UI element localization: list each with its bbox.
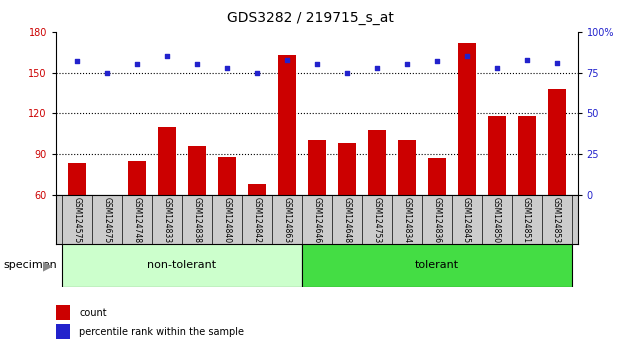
Point [522,57,532,62]
Text: GSM124850: GSM124850 [492,197,501,243]
Text: GSM124648: GSM124648 [342,197,351,243]
Text: count: count [79,308,107,318]
Point [551,60,561,65]
Text: GSM124840: GSM124840 [222,197,231,243]
Bar [218,157,236,276]
Point [432,58,442,64]
Text: GSM124836: GSM124836 [432,197,441,243]
Text: GSM124833: GSM124833 [162,197,171,243]
Bar [517,116,535,276]
Bar [56,305,71,320]
Point [132,62,142,67]
Point [252,70,261,75]
Bar [248,184,266,276]
Bar [128,161,146,276]
Point [492,65,502,70]
Point [402,62,412,67]
Bar [487,116,505,276]
Point [342,70,351,75]
Point [312,62,322,67]
Bar [158,127,176,276]
Text: non-tolerant: non-tolerant [147,261,216,270]
Bar [458,43,476,276]
Text: ▶: ▶ [43,259,53,272]
Bar [368,130,386,276]
Bar [98,273,116,276]
Point [372,65,382,70]
Text: GSM124838: GSM124838 [193,197,201,243]
Text: GSM124646: GSM124646 [312,197,321,244]
Text: GSM124842: GSM124842 [252,197,261,243]
Bar [338,143,356,276]
Text: GSM124853: GSM124853 [552,197,561,243]
Bar [56,324,71,339]
Bar [62,244,302,287]
Bar [397,141,415,276]
Text: GDS3282 / 219715_s_at: GDS3282 / 219715_s_at [227,11,394,25]
Point [162,53,172,59]
Point [102,70,112,75]
Bar [188,146,206,276]
Text: GSM124845: GSM124845 [462,197,471,243]
Text: GSM124851: GSM124851 [522,197,531,243]
Text: GSM124834: GSM124834 [402,197,411,243]
Text: GSM124675: GSM124675 [102,197,111,244]
Text: GSM124575: GSM124575 [73,197,81,244]
Point [222,65,232,70]
Bar [278,55,296,276]
Bar [428,158,446,276]
Text: specimen: specimen [3,261,57,270]
Text: tolerant: tolerant [415,261,459,270]
Text: percentile rank within the sample: percentile rank within the sample [79,327,245,337]
Bar [68,164,86,276]
Text: GSM124748: GSM124748 [132,197,142,243]
Bar [302,244,571,287]
Point [72,58,82,64]
Point [282,57,292,62]
Point [192,62,202,67]
Text: GSM124863: GSM124863 [282,197,291,243]
Bar [308,141,325,276]
Text: GSM124753: GSM124753 [372,197,381,244]
Bar [548,89,566,276]
Point [461,53,471,59]
